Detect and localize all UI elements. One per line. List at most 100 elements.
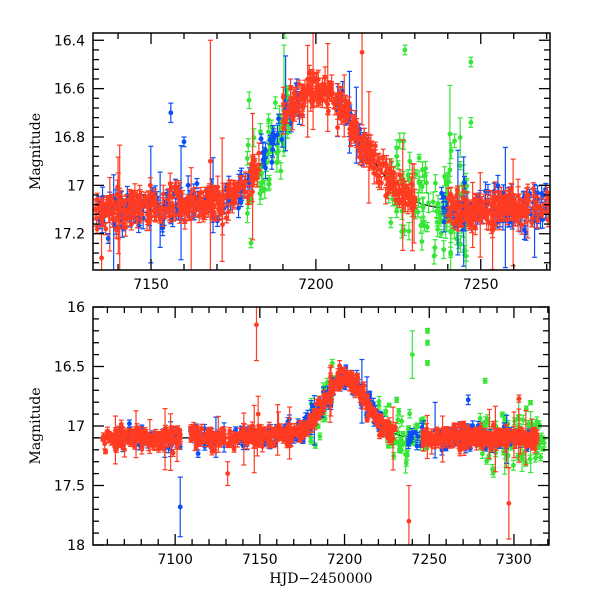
green-data-point (404, 450, 410, 461)
green-data-point (458, 235, 464, 254)
red-data-point (469, 428, 475, 434)
red-data-point (160, 184, 166, 204)
blue-data-point (195, 449, 201, 458)
red-data-point (330, 379, 336, 388)
red-data-point (211, 435, 217, 447)
red-data-point (343, 95, 349, 115)
red-data-point (434, 426, 440, 435)
top-panel-y-axis-title: Magnitude (28, 113, 44, 190)
green-data-point (382, 409, 388, 418)
green-outlier-point (482, 377, 488, 384)
red-data-point (461, 420, 467, 426)
red-data-point (264, 432, 270, 439)
red-data-point (524, 440, 530, 448)
green-data-point (394, 204, 400, 219)
red-data-point (483, 209, 489, 225)
red-data-point (388, 429, 394, 442)
red-data-point (113, 220, 119, 239)
red-data-point (338, 85, 344, 101)
red-data-point (225, 202, 231, 221)
red-data-point (504, 199, 510, 215)
y-tick-label: 17 (67, 419, 85, 435)
blue-data-point (415, 431, 421, 441)
red-data-point (450, 218, 456, 229)
red-data-point (211, 203, 217, 221)
x-tick-label: 7150 (133, 277, 169, 293)
plot-area (93, 307, 549, 545)
red-data-point (515, 431, 521, 438)
blue-data-point (276, 113, 282, 124)
green-data-point (484, 457, 490, 465)
bottom-panel-data (93, 307, 549, 545)
y-tick-label: 18 (67, 538, 85, 554)
red-data-point (511, 209, 517, 218)
green-data-point (420, 196, 426, 219)
red-data-point (520, 429, 526, 438)
green-data-point (448, 246, 454, 258)
green-data-point (419, 232, 425, 251)
red-data-point (494, 439, 500, 446)
y-tick-label: 17 (67, 178, 85, 194)
red-data-point (191, 206, 197, 216)
red-data-point (385, 433, 391, 444)
green-data-point (432, 174, 438, 193)
red-data-point (349, 386, 355, 392)
red-data-point (137, 432, 143, 442)
green-data-point (396, 447, 402, 454)
green-data-point (245, 138, 251, 153)
red-data-point (442, 435, 448, 444)
red-data-point (423, 430, 429, 440)
green-data-point (244, 151, 250, 166)
red-data-point (291, 430, 297, 437)
green-outlier-point (425, 339, 431, 346)
red-data-point (480, 442, 486, 451)
blue-outlier-point (168, 102, 174, 124)
red-data-point (206, 426, 212, 433)
x-tick-label: 7300 (496, 552, 532, 568)
red-data-point (197, 440, 203, 447)
red-data-point (358, 391, 364, 398)
red-data-point (286, 434, 292, 443)
blue-outlier-point (465, 394, 471, 406)
red-data-point (295, 432, 301, 439)
red-data-point (457, 442, 463, 455)
red-data-point (112, 439, 118, 448)
red-data-point (535, 212, 541, 229)
red-data-point (379, 417, 385, 425)
red-data-point (466, 207, 472, 230)
red-outlier-point (253, 307, 259, 362)
red-data-point (183, 199, 189, 215)
y-tick-label: 16.5 (54, 360, 85, 376)
x-tick-label: 7200 (327, 552, 363, 568)
red-data-point (347, 374, 353, 385)
bottom-panel-x-axis-title: HJD−2450000 (269, 571, 372, 587)
blue-data-point (414, 441, 420, 451)
red-data-point (128, 429, 134, 437)
red-data-point (503, 433, 509, 444)
x-tick-label: 7250 (463, 277, 499, 293)
blue-outlier-point (105, 233, 111, 244)
red-data-point (266, 421, 272, 432)
red-data-point (454, 203, 460, 214)
red-data-point (448, 200, 454, 216)
red-data-point (119, 435, 125, 445)
green-data-point (246, 91, 252, 110)
red-data-point (216, 439, 222, 445)
red-data-point (239, 175, 245, 190)
blue-outlier-point (126, 419, 132, 428)
red-data-point (493, 206, 499, 223)
red-data-point (384, 423, 390, 434)
red-data-point (230, 180, 236, 199)
red-data-point (170, 201, 176, 211)
red-data-point (456, 422, 462, 428)
red-data-point (501, 428, 507, 434)
red-data-point (221, 440, 227, 446)
red-data-point (217, 194, 223, 216)
red-data-point (392, 421, 398, 432)
red-data-point (200, 190, 206, 214)
red-data-point (246, 185, 252, 206)
top-panel: 7150 7200 7250 16.4 16.6 16.8 17 17.2 Magnitude (28, 32, 551, 293)
x-tick-label: 7100 (157, 552, 193, 568)
blue-outlier-point (181, 136, 187, 148)
red-data-point (355, 135, 361, 159)
